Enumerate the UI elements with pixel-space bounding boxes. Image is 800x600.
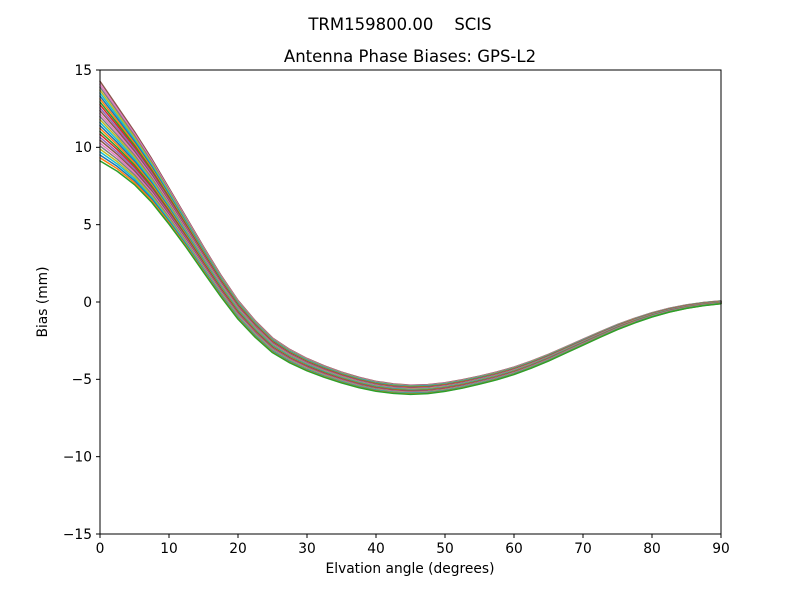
- y-tick-label: 5: [83, 217, 92, 233]
- x-tick-label: 70: [574, 541, 592, 557]
- series-line-c21: [99, 139, 722, 393]
- y-tick-label: −10: [63, 449, 92, 465]
- x-axis-label: Elvation angle (degrees): [326, 561, 495, 577]
- x-tick-label: 10: [160, 541, 178, 557]
- x-tick-label: 0: [96, 541, 105, 557]
- x-tick-label: 20: [229, 541, 247, 557]
- series-line-c19: [99, 133, 722, 392]
- x-tick-label: 60: [505, 541, 523, 557]
- series-line-c26: [99, 154, 722, 395]
- series-line-c27: [99, 157, 722, 395]
- plot-area: 0 10 20 30 40 50 60 70 80 90 −15 −10 −5 0 5 10 15: [63, 63, 730, 557]
- series-line-c22: [99, 142, 722, 394]
- series-line-c23: [99, 145, 722, 394]
- y-tick-label: 10: [74, 140, 92, 156]
- x-tick-label: 90: [712, 541, 730, 557]
- series-line-c25: [99, 151, 722, 395]
- x-tick-label: 50: [436, 541, 454, 557]
- plot-frame: [99, 69, 722, 535]
- figure-suptitle: TRM159800.00 SCIS: [307, 15, 491, 34]
- x-tick-label: 40: [367, 541, 385, 557]
- y-tick-label: −15: [63, 527, 92, 543]
- series-line-c20: [99, 136, 722, 393]
- y-tick-label: 15: [74, 63, 92, 79]
- x-tick-label: 80: [643, 541, 661, 557]
- y-axis-label: Bias (mm): [35, 267, 51, 338]
- y-tick-label: 0: [83, 295, 92, 311]
- y-tick-label: −5: [72, 372, 92, 388]
- series-line-c24: [99, 148, 722, 394]
- x-tick-label: 30: [298, 541, 316, 557]
- series-line-c18: [99, 130, 722, 392]
- series-line-c28: [99, 160, 722, 396]
- chart-title: Antenna Phase Biases: GPS-L2: [284, 47, 536, 66]
- series-line-c17: [99, 127, 722, 392]
